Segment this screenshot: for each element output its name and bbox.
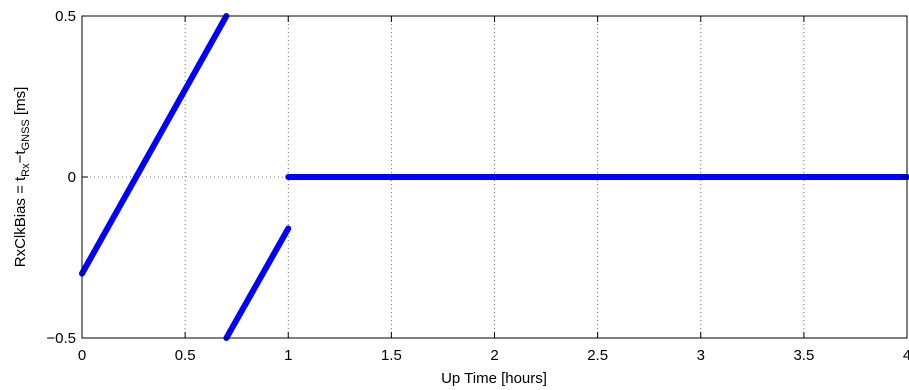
series-group bbox=[79, 13, 909, 341]
x-axis-label: Up Time [hours] bbox=[441, 370, 547, 387]
x-tick-label: 3 bbox=[697, 347, 705, 364]
x-tick-label: 1 bbox=[284, 347, 292, 364]
y-axis-label: RxClkBias = tRx−tGNSS [ms] bbox=[12, 87, 32, 268]
y-axis-label-mid: −t bbox=[12, 150, 29, 164]
y-tick-labels: −0.5 0 0.5 bbox=[46, 8, 76, 347]
y-tick-label: −0.5 bbox=[46, 330, 76, 347]
x-tick-label: 2.5 bbox=[587, 347, 608, 364]
y-axis-label-suffix: [ms] bbox=[12, 87, 29, 120]
y-axis-label-prefix: RxClkBias = t bbox=[12, 176, 29, 267]
tick-marks bbox=[81, 15, 908, 339]
x-tick-label: 0.5 bbox=[175, 347, 196, 364]
y-tick-label: 0.5 bbox=[55, 8, 76, 25]
y-axis-label-sub-rx: Rx bbox=[20, 163, 32, 177]
series-line-1 bbox=[79, 13, 230, 277]
x-tick-labels: 0 0.5 1 1.5 2 2.5 3 3.5 4 bbox=[78, 347, 909, 364]
x-tick-label: 1.5 bbox=[381, 347, 402, 364]
x-tick-label: 3.5 bbox=[793, 347, 814, 364]
x-tick-label: 4 bbox=[903, 347, 909, 364]
x-tick-label: 0 bbox=[78, 347, 86, 364]
series-line-2 bbox=[223, 225, 292, 341]
y-axis-label-sub-gnss: GNSS bbox=[20, 119, 32, 150]
y-tick-label: 0 bbox=[68, 169, 76, 186]
x-tick-label: 2 bbox=[490, 347, 498, 364]
